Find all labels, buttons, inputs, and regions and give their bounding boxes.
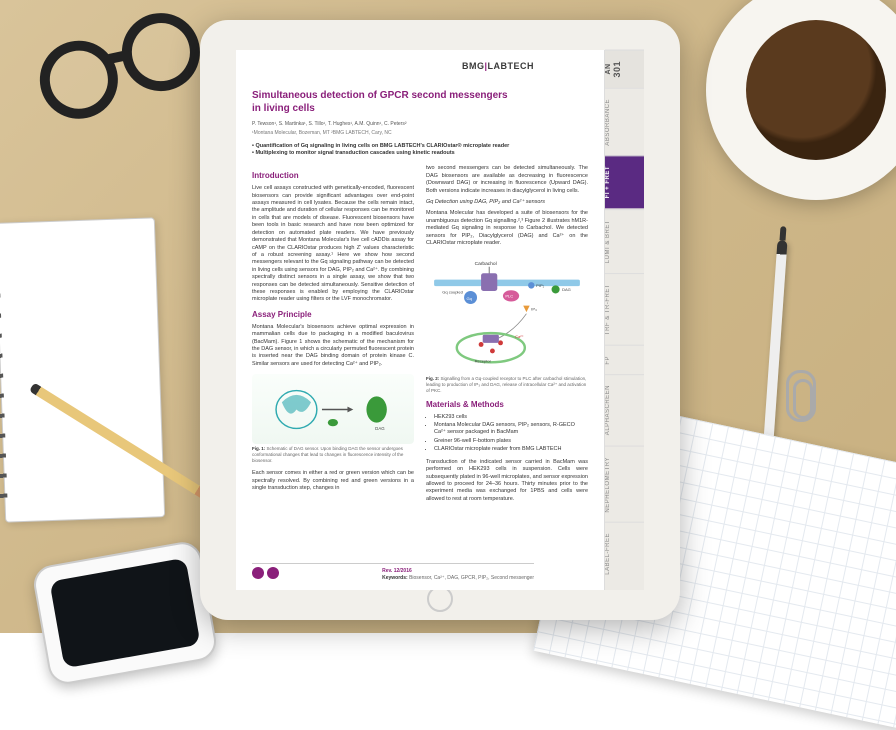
materials-paragraph: Transduction of the indicated sensor car… (426, 459, 588, 504)
page-footer: Rev. 12/2016 Keywords: Biosensor, Ca²⁺, … (252, 563, 534, 582)
tablet-device: BMG|LABTECH Simultaneous detection of GP… (200, 20, 680, 620)
tab-nephelometry[interactable]: NEPHELOMETRY (605, 446, 644, 523)
page-title: Simultaneous detection of GPCR second me… (252, 90, 512, 115)
tab-absorbance[interactable]: ABSORBANCE (605, 88, 644, 156)
intro-continued: two second messengers can be detected si… (426, 165, 588, 195)
mm-item: HEK293 cells (434, 414, 588, 421)
intro-paragraph: Live cell assays constructed with geneti… (252, 185, 414, 304)
svg-text:Ca²⁺: Ca²⁺ (515, 334, 524, 339)
mm-item: CLARIOstar microplate reader from BMG LA… (434, 446, 588, 453)
tab-trf-tr-fret[interactable]: TRF & TR-FRET (605, 273, 644, 345)
right-column: two second messengers can be detected si… (426, 165, 588, 507)
fig1-caption: Fig. 1: Schematic of DAG sensor. Upon bi… (252, 446, 414, 464)
tab-fi-fret[interactable]: FI + FRET (605, 155, 644, 208)
share-icon[interactable] (252, 567, 264, 579)
tab-label-free[interactable]: LABEL-FREE (605, 522, 644, 585)
tab-alphascreen[interactable]: ALPHASCREEN (605, 374, 644, 445)
bullet-1: Quantification of Gq signaling in living… (252, 143, 588, 150)
svg-text:Gq: Gq (467, 296, 472, 301)
svg-text:DAG: DAG (375, 426, 385, 431)
tablet-screen: BMG|LABTECH Simultaneous detection of GP… (236, 50, 644, 590)
fig1-schematic-icon: DAG (260, 378, 406, 441)
mm-item: Greiner 96-well F-bottom plates (434, 438, 588, 445)
paperclip-prop (786, 370, 816, 422)
authors-line: P. Tewson¹, S. Martinka¹, S. Tillo¹, T. … (252, 121, 588, 128)
fig2-caption: Fig. 2: Signalling from a Gq-coupled rec… (426, 376, 588, 394)
print-icon[interactable] (267, 567, 279, 579)
svg-text:Gq coupled: Gq coupled (442, 289, 463, 294)
svg-text:PIP₂: PIP₂ (536, 283, 544, 288)
affiliations-line: ¹Montana Molecular, Bozeman, MT ²BMG LAB… (252, 130, 588, 137)
figure-2: Carbachol Gq (426, 254, 588, 394)
side-tabs: AN301 ABSORBANCEFI + FRETLUMI & BRETTRF … (604, 50, 644, 590)
svg-text:Receptor: Receptor (475, 358, 492, 363)
svg-text:PLC: PLC (505, 293, 513, 298)
smartphone-prop (31, 539, 219, 687)
revision-text: Rev. 12/2016 (382, 568, 534, 575)
coffee-cup-prop (706, 0, 896, 200)
fig2-pathway-icon: Carbachol Gq (426, 257, 588, 370)
footer-icons (252, 567, 282, 582)
mm-item: Montana Molecular DAG sensors, PIP₂ sens… (434, 422, 588, 437)
svg-text:Carbachol: Carbachol (475, 261, 497, 267)
brand-left: BMG (462, 61, 485, 71)
materials-heading: Materials & Methods (426, 400, 588, 411)
assay-heading: Assay Principle (252, 310, 414, 321)
materials-list: HEK293 cells Montana Molecular DAG senso… (434, 414, 588, 454)
gq-italic-heading: Gq Detection using DAG, PIP₂ and Ca²⁺ se… (426, 199, 588, 206)
left-column: Introduction Live cell assays constructe… (252, 165, 414, 507)
spiral-notebook-prop (0, 217, 165, 522)
tab-an-number[interactable]: AN301 (605, 50, 644, 88)
below-fig1-paragraph: Each sensor comes in either a red or gre… (252, 470, 414, 492)
highlight-bullets: Quantification of Gq signaling in living… (252, 143, 588, 158)
svg-text:DAG: DAG (562, 287, 571, 292)
brand-logo: BMG|LABTECH (462, 60, 534, 72)
svg-text:IP₃: IP₃ (531, 306, 537, 311)
gq-paragraph: Montana Molecular has developed a suite … (426, 210, 588, 247)
brand-right: LABTECH (488, 61, 535, 71)
tab-lumi-bret[interactable]: LUMI & BRET (605, 209, 644, 273)
figure-1: DAG Fig. 1: Schematic of DAG sensor. Upo… (252, 374, 414, 464)
desk-background: BMG|LABTECH Simultaneous detection of GP… (0, 0, 896, 633)
keywords-line: Keywords: Biosensor, Ca²⁺, DAG, GPCR, PI… (382, 575, 534, 582)
document-page: BMG|LABTECH Simultaneous detection of GP… (236, 50, 604, 590)
intro-heading: Introduction (252, 171, 414, 182)
tab-fp[interactable]: FP (605, 345, 644, 375)
assay-paragraph: Montana Molecular's biosensors achieve o… (252, 324, 414, 369)
bullet-2: Multiplexing to monitor signal transduct… (252, 150, 588, 157)
